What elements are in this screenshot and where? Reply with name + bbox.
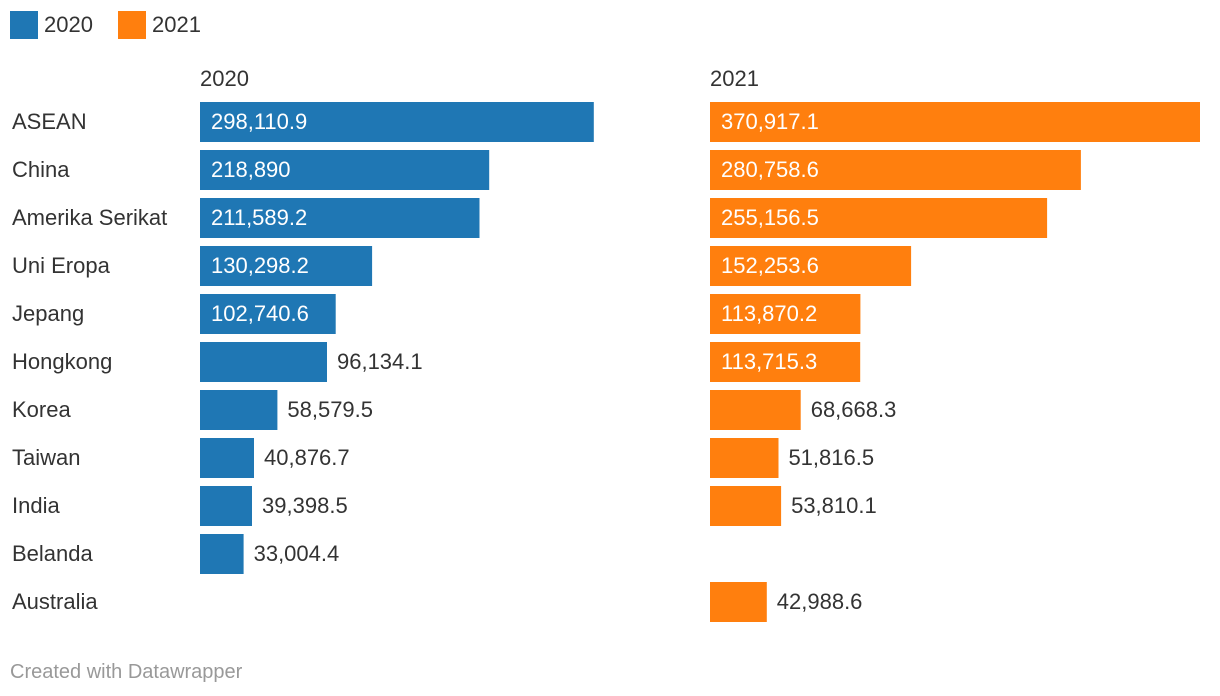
column-header-2021: 2021 — [710, 66, 759, 91]
bar-2021-korea — [710, 390, 801, 430]
value-label-2021-india: 53,810.1 — [791, 493, 877, 518]
bar-2020-belanda — [200, 534, 244, 574]
row-label-india: India — [12, 493, 60, 518]
value-label-2021-china: 280,758.6 — [721, 157, 819, 182]
value-label-2020-belanda: 33,004.4 — [254, 541, 340, 566]
row-label-uni-eropa: Uni Eropa — [12, 253, 111, 278]
value-label-2021-asean: 370,917.1 — [721, 109, 819, 134]
value-label-2020-korea: 58,579.5 — [287, 397, 373, 422]
row-label-china: China — [12, 157, 70, 182]
bar-2021-taiwan — [710, 438, 779, 478]
bar-2021-india — [710, 486, 782, 526]
column-header-2020: 2020 — [200, 66, 249, 91]
legend-label-2020: 2020 — [44, 12, 93, 37]
legend-label-2021: 2021 — [152, 12, 201, 37]
row-label-belanda: Belanda — [12, 541, 94, 566]
bar-2021-uni-eropa — [710, 246, 912, 286]
row-label-hongkong: Hongkong — [12, 349, 112, 374]
bar-2021-asean — [710, 102, 1200, 142]
bar-2020-korea — [200, 390, 278, 430]
legend-swatch-2021 — [118, 11, 146, 39]
bar-2020-amerika-serikat — [200, 198, 480, 238]
bar-2021-amerika-serikat — [710, 198, 1048, 238]
row-label-korea: Korea — [12, 397, 71, 422]
legend: 2020 2021 — [10, 11, 201, 39]
bar-2020-taiwan — [200, 438, 254, 478]
value-label-2021-uni-eropa: 152,253.6 — [721, 253, 819, 278]
bar-2020-hongkong — [200, 342, 327, 382]
row-label-taiwan: Taiwan — [12, 445, 80, 470]
bar-2021-hongkong — [710, 342, 861, 382]
legend-swatch-2020 — [10, 11, 38, 39]
bar-2021-china — [710, 150, 1081, 190]
value-label-2021-hongkong: 113,715.3 — [721, 349, 817, 374]
bar-2020-india — [200, 486, 252, 526]
value-label-2020-taiwan: 40,876.7 — [264, 445, 350, 470]
value-label-2020-hongkong: 96,134.1 — [337, 349, 423, 374]
value-label-2021-korea: 68,668.3 — [811, 397, 897, 422]
bar-2020-uni-eropa — [200, 246, 373, 286]
value-label-2020-amerika-serikat: 211,589.2 — [211, 205, 307, 230]
footer-credit: Created with Datawrapper — [10, 661, 243, 683]
value-label-2020-india: 39,398.5 — [262, 493, 348, 518]
value-label-2020-asean: 298,110.9 — [211, 109, 307, 134]
bar-2021-jepang — [710, 294, 861, 334]
value-label-2021-jepang: 113,870.2 — [721, 301, 817, 326]
row-label-amerika-serikat: Amerika Serikat — [12, 205, 167, 230]
value-label-2021-australia: 42,988.6 — [777, 589, 863, 614]
value-label-2020-uni-eropa: 130,298.2 — [211, 253, 309, 278]
row-label-jepang: Jepang — [12, 301, 84, 326]
value-label-2021-taiwan: 51,816.5 — [788, 445, 874, 470]
row-label-australia: Australia — [12, 589, 98, 614]
bar-2020-jepang — [200, 294, 336, 334]
bar-2021-australia — [710, 582, 767, 622]
bar-2020-china — [200, 150, 490, 190]
value-label-2020-china: 218,890 — [211, 157, 291, 182]
value-label-2020-jepang: 102,740.6 — [211, 301, 309, 326]
row-label-asean: ASEAN — [12, 109, 87, 134]
value-label-2021-amerika-serikat: 255,156.5 — [721, 205, 819, 230]
bar-2020-asean — [200, 102, 594, 142]
